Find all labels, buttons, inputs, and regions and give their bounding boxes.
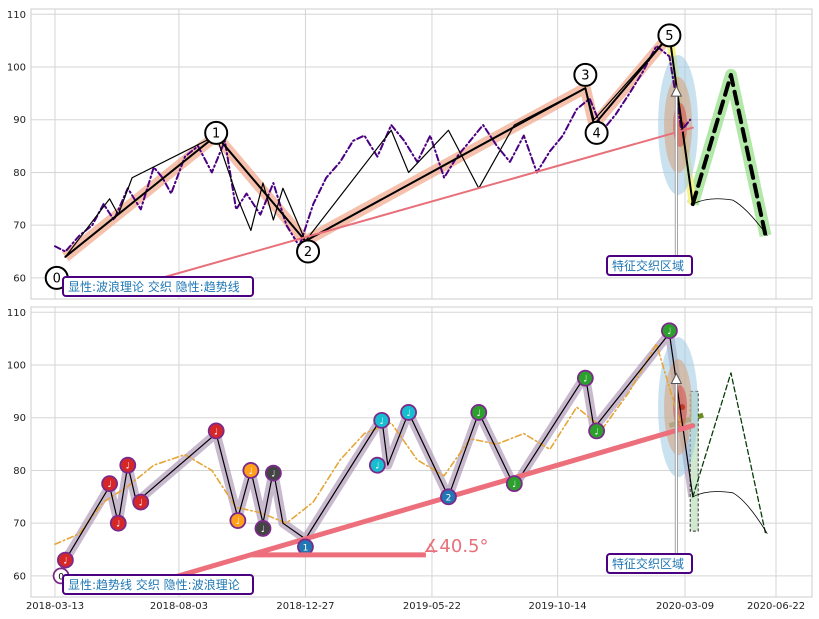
wave-point-label: 0 — [53, 271, 61, 286]
marker-label: ♩ — [667, 327, 671, 337]
marker-label: ♩ — [380, 417, 384, 427]
series-trend-red-thick — [121, 423, 696, 595]
marker-label: ♩ — [63, 557, 67, 567]
forecast-arc — [692, 198, 768, 236]
region-box — [606, 553, 693, 574]
marker-circle — [588, 422, 606, 440]
y-tick-label: 70 — [13, 221, 26, 232]
marker-label: ♩ — [375, 462, 379, 472]
wave-point-label: 2 — [304, 245, 312, 260]
marker-circle — [400, 404, 417, 421]
x-tick-label: 2018-03-13 — [26, 601, 84, 612]
marker-label: ♩ — [261, 525, 265, 535]
region-label: 特征交织区域 — [612, 556, 684, 571]
forecast-arc — [692, 491, 768, 534]
y-tick-label: 100 — [7, 361, 26, 372]
wave-point-label: 5 — [665, 29, 673, 44]
marker-label: ♩ — [116, 520, 120, 530]
marker-label: 2 — [446, 493, 452, 503]
y-tick-label: 90 — [13, 413, 26, 424]
x-tick-label: 2020-03-09 — [656, 601, 714, 612]
marker-label: ♩ — [249, 467, 253, 477]
marker-circle — [368, 456, 386, 474]
bottom-panel: 60 70 80 90 100 110 0 ♩ ♩ ♩ ♩ ♩ ♩ ♩ ♩ ♩ ♩ 1 ♩ ♩ ♩ 2 ♩ ♩ ♩ ♩ ♩ ∡40.5… — [7, 306, 813, 598]
marker-circle — [101, 475, 118, 493]
marker-label: ♩ — [126, 462, 130, 472]
wave-point-circle — [657, 23, 682, 48]
series-dash-dot-purple — [54, 44, 692, 253]
marker-label: ♩ — [477, 409, 481, 419]
marker-circle — [242, 462, 260, 479]
y-tick-label: 60 — [13, 571, 26, 582]
marker-label: ♩ — [139, 499, 143, 509]
marker-circle — [56, 551, 74, 569]
y-tick-label: 90 — [13, 115, 26, 126]
series-trend-red — [123, 126, 694, 290]
marker-circle — [440, 488, 457, 506]
wave-point-circle — [204, 120, 229, 145]
marker-circle — [505, 475, 523, 493]
marker-label: 0 — [58, 572, 64, 582]
angle-label: ∡40.5° — [423, 536, 488, 557]
marker-circle — [576, 369, 594, 387]
y-tick-label: 100 — [7, 63, 26, 74]
marker-label: ♩ — [583, 375, 587, 385]
x-tick-label: 2020-06-22 — [747, 601, 805, 612]
x-axis: 2018-03-13 2018-08-03 2018-12-27 2019-05-22… — [26, 601, 805, 612]
marker-circle — [207, 422, 225, 440]
marker-circle — [119, 456, 137, 474]
annotation-box — [62, 276, 254, 297]
wave-point-circle — [584, 120, 609, 145]
marker-circle — [373, 411, 391, 429]
marker-label: ♩ — [406, 409, 410, 419]
wave-point-circle — [573, 62, 598, 87]
annotation-text: 显性:波浪理论 交织 隐性:趋势线 — [68, 279, 240, 294]
wave-point-label: 1 — [212, 126, 220, 141]
marker-circle — [109, 514, 127, 532]
y-tick-label: 80 — [13, 466, 26, 477]
y-tick-label: 70 — [13, 519, 26, 530]
wave-point-label: 4 — [592, 126, 600, 141]
arrow-head — [670, 84, 683, 97]
wave-point-label: 3 — [581, 68, 589, 83]
marker-circle — [254, 520, 272, 537]
marker-circle — [132, 493, 150, 511]
x-tick-label: 2018-08-03 — [150, 601, 208, 612]
y-tick-label: 80 — [13, 168, 26, 179]
marker-circle — [229, 512, 247, 529]
marker-label: ♩ — [512, 480, 516, 490]
series-forecast-dashed — [690, 72, 768, 238]
marker-label: 1 — [303, 543, 309, 553]
marker-label: ♩ — [107, 480, 111, 490]
region-box — [606, 255, 693, 276]
series-wave-thin — [64, 332, 694, 561]
marker-circle — [470, 404, 488, 421]
top-panel: 60 70 80 90 100 110 0 1 2 3 4 5 显性:波浪理论 交织 隐性:趋势线 特征交… — [7, 8, 813, 300]
marker-circle — [264, 464, 282, 482]
x-tick-label: 2019-10-14 — [529, 601, 587, 612]
annotation-text: 显性:趋势线 交织 隐性:波浪理论 — [68, 577, 240, 592]
marker-label: ♩ — [214, 427, 218, 437]
region-label: 特征交织区域 — [612, 258, 684, 273]
series-forecast-dashed-thin — [692, 372, 767, 535]
x-tick-label: 2018-12-27 — [276, 601, 334, 612]
x-tick-label: 2019-05-22 — [403, 601, 461, 612]
marker-circle — [661, 322, 678, 340]
marker-label: ♩ — [594, 427, 598, 437]
wave-point-circle — [296, 239, 321, 264]
arrow-head — [670, 372, 683, 385]
marker-label: ♩ — [271, 470, 275, 480]
marker-label: ♩ — [236, 517, 240, 527]
y-tick-label: 110 — [7, 308, 26, 319]
y-tick-label: 60 — [13, 273, 26, 284]
y-tick-label: 110 — [7, 10, 26, 21]
series-dash-dot-orange — [54, 343, 683, 546]
annotation-box — [62, 574, 254, 595]
